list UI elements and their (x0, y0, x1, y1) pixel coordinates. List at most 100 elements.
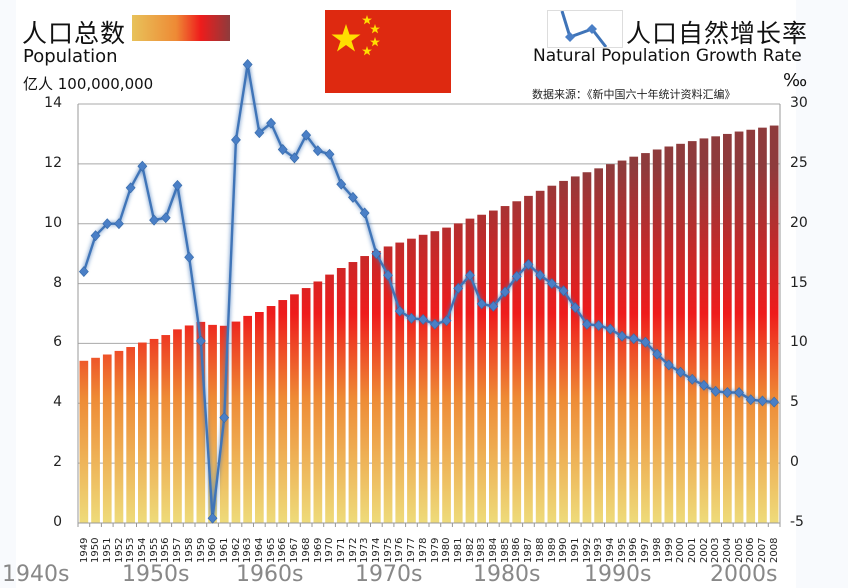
growth-marker (687, 373, 698, 385)
x-axis-year-label: 2001 (686, 537, 698, 563)
left-axis-tick: 0 (53, 514, 62, 530)
gridlines (78, 103, 780, 524)
growth-marker (312, 145, 323, 157)
left-axis-tick: 10 (44, 214, 62, 231)
growth-marker (453, 282, 464, 294)
x-axis-year-label: 2007 (757, 537, 769, 563)
growth-marker (102, 218, 113, 230)
x-axis-year-label: 1950 (90, 537, 102, 563)
growth-marker (336, 178, 347, 190)
population-bar (383, 246, 393, 523)
china-flag-icon (325, 10, 451, 93)
population-bar (372, 250, 381, 523)
population-bar (512, 201, 522, 523)
population-bar (184, 325, 194, 523)
decade-label: 1950s (122, 562, 190, 587)
decade-label: 2000s (710, 562, 778, 587)
growth-marker (441, 315, 452, 327)
growth-marker (114, 218, 124, 230)
population-bar (79, 360, 89, 523)
growth-marker (675, 366, 686, 378)
population-bar (500, 206, 510, 523)
x-axis-year-label: 1982 (464, 537, 476, 563)
population-bar (149, 338, 159, 523)
population-bar (582, 172, 592, 524)
population-bar (278, 300, 288, 523)
population-bar (290, 294, 299, 523)
population-bar (243, 315, 252, 523)
x-axis-year-label: 1959 (195, 537, 207, 563)
flag-big-star-icon (331, 24, 361, 52)
x-axis-year-label: 1954 (137, 537, 148, 563)
x-axis-year-label: 1987 (523, 537, 535, 563)
x-axis-year-label: 1999 (663, 537, 675, 563)
left-axis-tick: 14 (44, 95, 62, 111)
decade-label: 1960s (236, 562, 304, 587)
decade-label: 1970s (355, 562, 423, 587)
x-axis-year-label: 1978 (417, 537, 429, 563)
population-bar (196, 321, 206, 523)
x-axis-year-label: 1953 (125, 537, 137, 563)
growth-marker (523, 258, 534, 270)
population-bar (734, 131, 744, 523)
population-title-cn: 人口总数 (22, 19, 127, 48)
growth-marker (207, 512, 218, 524)
growth-marker (429, 318, 440, 330)
growth-marker (535, 269, 546, 281)
x-axis-year-label: 1985 (499, 537, 511, 563)
population-bar (535, 190, 545, 524)
growth-marker (394, 305, 405, 317)
x-axis-year-label: 1984 (488, 537, 499, 563)
population-bar (395, 242, 405, 524)
right-axis-tick: 25 (790, 154, 808, 171)
growth-marker (558, 285, 569, 297)
growth-marker (184, 251, 195, 263)
growth-marker (628, 333, 639, 345)
population-bar (418, 234, 428, 524)
population-bar (769, 125, 779, 523)
growth-marker (465, 269, 475, 281)
x-axis-year-label: 1974 (371, 537, 382, 563)
right-axis-tick: 15 (790, 274, 808, 291)
x-axis-year-label: 1956 (160, 537, 172, 563)
population-bar (617, 160, 627, 523)
growth-marker (699, 379, 709, 391)
data-source-note: 数据来源：《新中国六十年统计资料汇编》 (532, 88, 736, 101)
population-bar (114, 350, 124, 523)
growth-marker (500, 286, 510, 298)
population-bar (465, 218, 475, 523)
growth-marker (582, 318, 592, 330)
growth-marker (137, 160, 148, 172)
growth-legend-swatch (547, 10, 623, 48)
population-bar (723, 133, 732, 523)
population-bar (208, 324, 217, 523)
growth-marker (254, 127, 265, 139)
growth-marker (511, 270, 522, 282)
growth-marker (219, 412, 230, 424)
x-axis-year-label: 1965 (265, 537, 277, 563)
growth-marker (745, 394, 756, 406)
population-bar (407, 238, 416, 523)
population-bar (313, 281, 323, 523)
population-bar (161, 335, 171, 523)
growth-rate-line (78, 59, 780, 524)
population-bar (547, 185, 557, 523)
population-bar (606, 164, 615, 523)
x-axis-year-label: 1979 (429, 537, 441, 563)
x-axis-year-label: 1972 (347, 537, 359, 563)
population-bar (758, 127, 767, 524)
growth-marker (476, 298, 487, 310)
population-bar (348, 262, 358, 523)
growth-marker (722, 387, 733, 398)
left-axis-tick: 6 (53, 334, 62, 351)
x-axis-year-label: 1961 (218, 537, 230, 563)
growth-title-en: Natural Population Growth Rate (533, 46, 802, 66)
growth-marker (769, 396, 780, 408)
x-axis-year-label: 1952 (113, 537, 125, 563)
population-bar (676, 143, 685, 523)
x-axis-year-label: 1971 (335, 537, 347, 563)
population-bar (336, 268, 346, 523)
x-axis-year-label: 1998 (651, 537, 663, 563)
growth-marker (383, 269, 393, 281)
growth-marker (359, 207, 370, 219)
